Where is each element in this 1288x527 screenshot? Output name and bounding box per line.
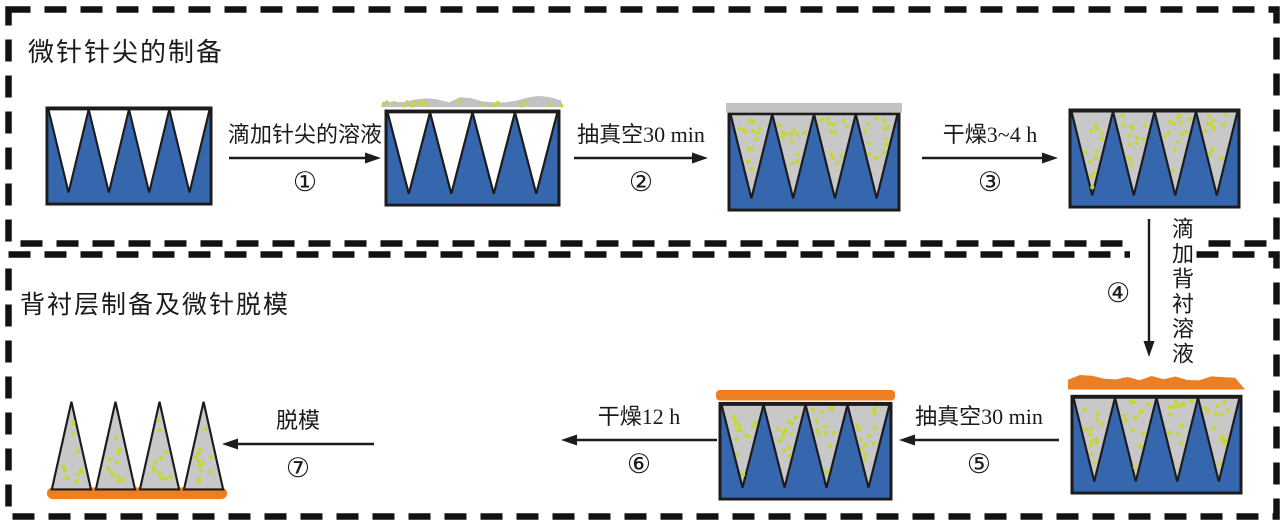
process-step-2: 抽真空30 min ② <box>572 122 710 197</box>
step-6-number: ⑥ <box>626 449 652 479</box>
mold-tips-dried-figure <box>1068 108 1241 209</box>
arrow-down-icon <box>1143 219 1155 357</box>
process-step-1: 滴加针尖的溶液 ① <box>226 122 384 197</box>
process-step-5: 抽真空30 min ⑤ <box>896 404 1062 479</box>
step-4-label: 滴加背衬溶液 <box>1166 215 1196 369</box>
top-section-border <box>5 6 1280 247</box>
mold-with-backing-solution-figure <box>1068 374 1245 495</box>
process-step-6: 干燥12 h ⑥ <box>558 404 720 479</box>
step-7-number: ⑦ <box>285 453 311 483</box>
mold-empty-figure <box>45 106 213 206</box>
mold-with-tip-solution-figure <box>381 94 564 207</box>
section-title-top: 微针针尖的制备 <box>28 38 225 67</box>
step-3-number: ③ <box>977 167 1003 197</box>
arrow-left-icon <box>222 438 374 450</box>
step-4-number: ④ <box>1106 278 1131 308</box>
step-3-label: 干燥3~4 h <box>942 122 1038 147</box>
arrow-right-icon <box>574 152 708 164</box>
bottom-section-border <box>5 251 1280 520</box>
process-step-7: 脱模 ⑦ <box>220 408 376 483</box>
step-5-number: ⑤ <box>966 449 992 479</box>
arrow-right-icon <box>229 152 381 164</box>
demolded-microneedle-array-figure <box>44 393 230 504</box>
step-7-label: 脱模 <box>275 408 320 433</box>
arrow-left-icon <box>561 434 717 446</box>
step-1-label: 滴加针尖的溶液 <box>227 122 382 147</box>
section-title-bottom: 背衬层制备及微针脱模 <box>20 292 291 319</box>
process-step-3: 干燥3~4 h ③ <box>920 122 1060 197</box>
step-1-number: ① <box>292 167 318 197</box>
mold-tips-filled-vacuum-figure <box>726 101 902 212</box>
arrow-right-icon <box>922 152 1058 164</box>
mold-backing-vacuum-figure <box>715 389 896 501</box>
step-5-label: 抽真空30 min <box>915 404 1043 429</box>
border-gap-patch <box>1130 233 1172 261</box>
step-2-number: ② <box>628 167 654 197</box>
step-6-label: 干燥12 h <box>597 404 681 429</box>
arrow-left-icon <box>899 434 1059 446</box>
step-2-label: 抽真空30 min <box>577 122 705 147</box>
